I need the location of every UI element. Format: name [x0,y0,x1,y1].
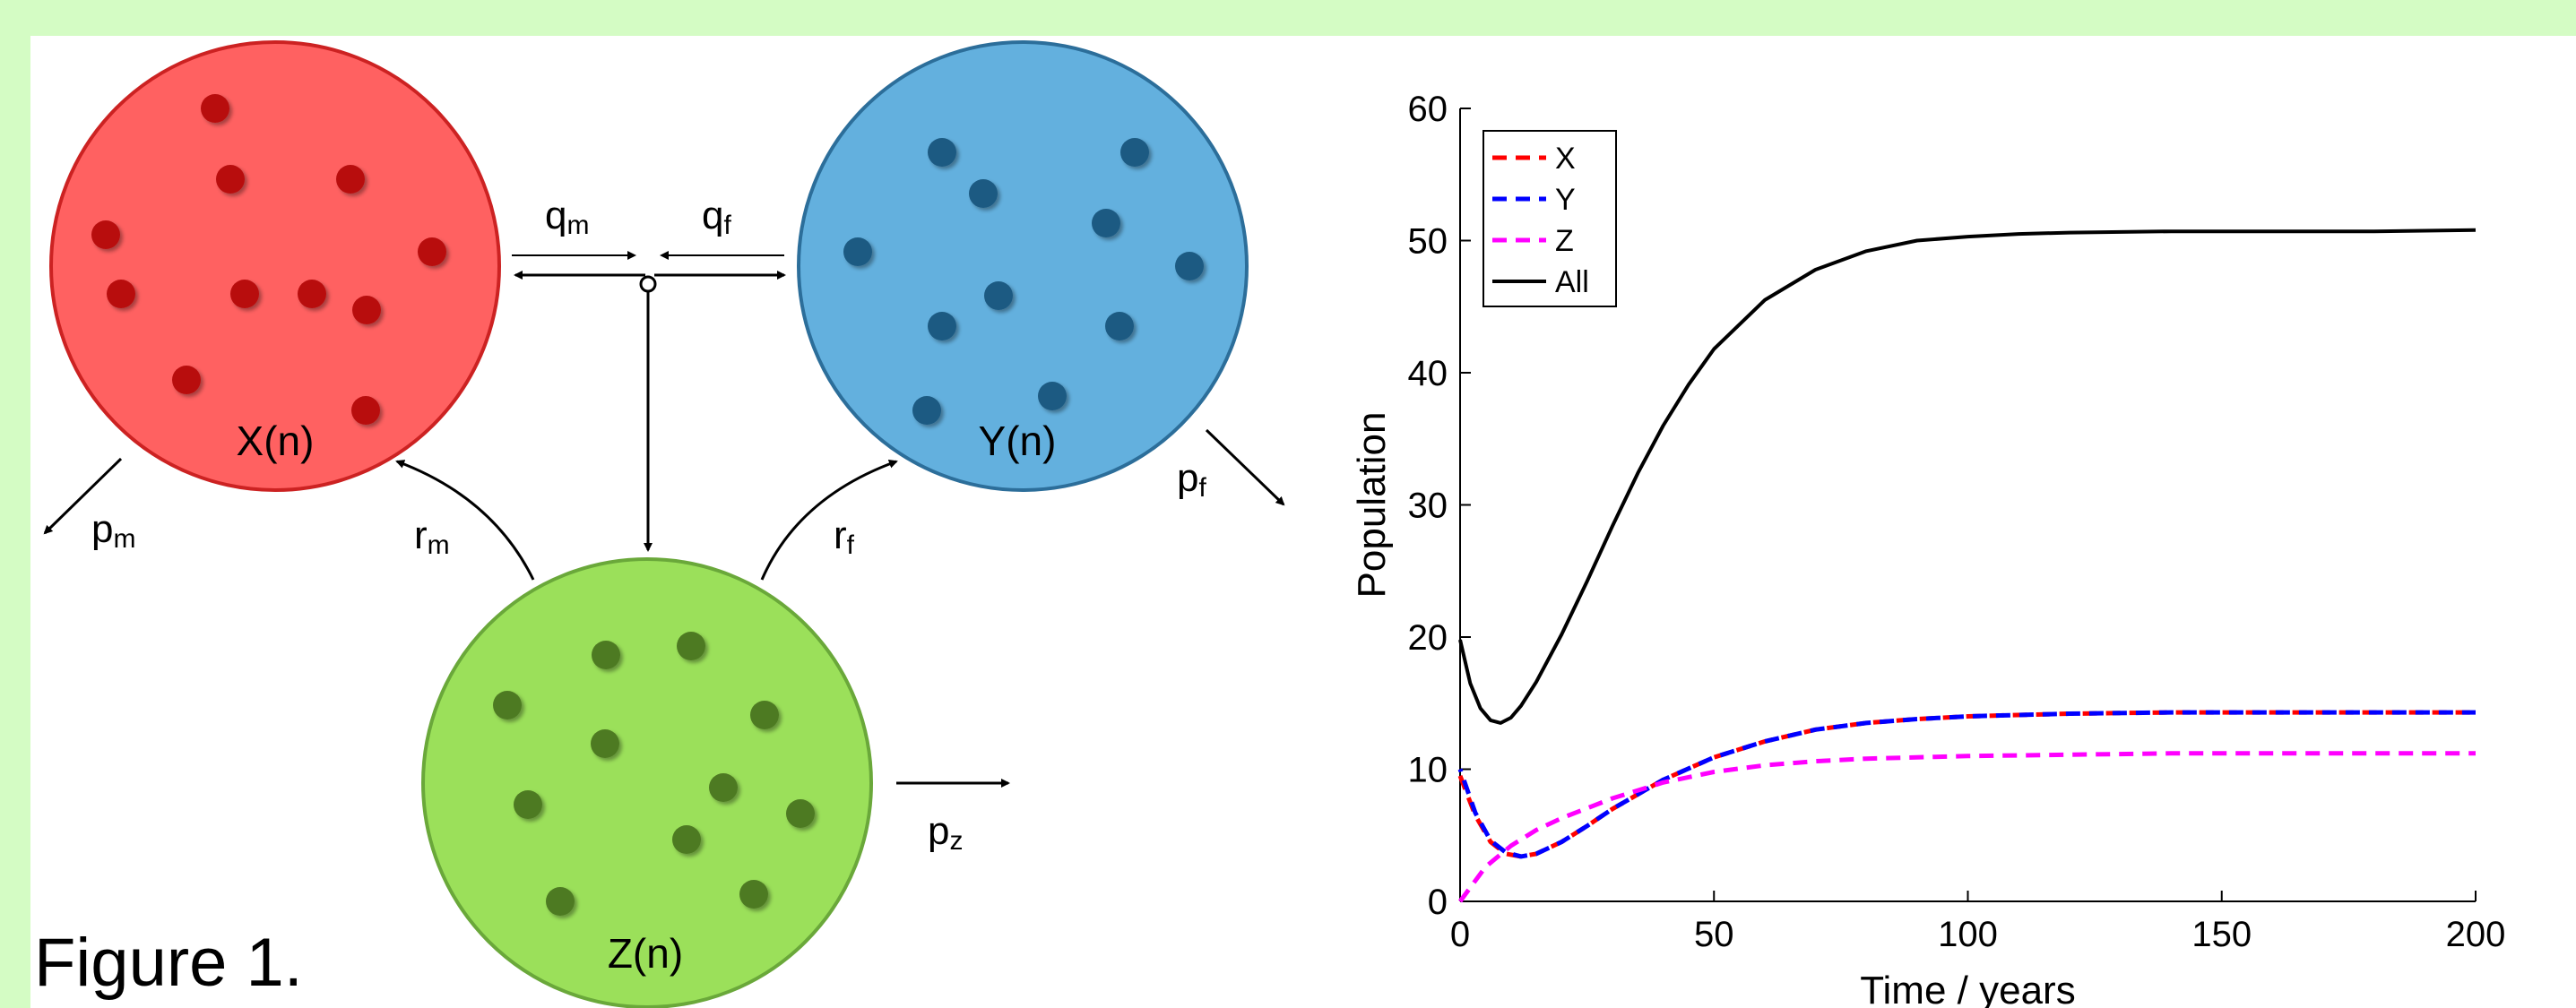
individual-dot [493,691,522,719]
legend-label-y: Y [1555,183,1576,217]
individual-dot [298,280,326,308]
y-tick-label: 40 [1408,354,1448,393]
migration-arrow [512,251,786,552]
junction-node [639,275,657,293]
individual-dot [1120,138,1149,167]
individual-dot [418,237,446,266]
rate-pz: pz [928,809,963,856]
series-line-all [1458,228,2477,725]
individual-dot [352,296,381,324]
x-tick-label: 100 [1938,915,1998,954]
individual-dot [546,887,575,916]
individual-dot [1092,209,1120,237]
individual-dot [928,138,956,167]
y-tick-label: 20 [1408,618,1448,658]
series-line-y [1457,710,2476,859]
individual-dot [984,281,1013,310]
individual-dot [672,825,701,854]
compartment-y: Y(n) [797,40,1249,492]
y-tick-label: 0 [1428,883,1448,922]
individual-dot [1175,252,1204,280]
rate-labels: qm qf rm rf pm pf pz [91,194,1206,856]
individual-dot [786,799,815,828]
individual-dot [107,280,135,308]
compartment-x-circle [49,40,501,492]
legend-label-all: All [1555,265,1589,299]
x-tick-label: 50 [1694,915,1734,954]
individual-dot [1105,312,1134,340]
x-tick-label: 0 [1450,915,1470,954]
arrow-z-to-x [395,460,535,581]
legend-label-x: X [1555,142,1576,176]
rate-rm: rm [414,513,450,560]
rate-pf: pf [1177,456,1206,503]
compartment-z-dots [493,632,815,916]
individual-dot [969,179,998,208]
loss-arrows [43,428,1285,788]
rate-pm: pm [91,507,135,554]
compartment-y-dots [843,138,1204,425]
series-line-x [1457,710,2476,859]
individual-dot [1038,382,1067,410]
individual-dot [230,280,259,308]
arrow-loss-x [43,457,123,535]
rate-qm: qm [545,194,589,240]
y-tick-label: 50 [1408,222,1448,262]
individual-dot [514,790,542,819]
x-tick-label: 200 [2446,915,2506,954]
compartment-z-label: Z(n) [608,930,683,977]
compartment-y-label: Y(n) [979,418,1057,464]
individual-dot [750,701,779,729]
individual-dot [591,729,619,758]
rate-qf: qf [702,194,731,240]
arrow-z-to-y [760,460,898,581]
arrow-loss-y [1205,428,1285,506]
rate-rf: rf [834,513,855,560]
compartment-x: X(n) [49,40,501,492]
individual-dot [739,880,768,909]
compartment-diagram: X(n) Y(n) Z(n) [43,40,1285,1008]
y-tick-label: 30 [1408,487,1448,526]
legend-label-z: Z [1555,224,1574,258]
figure-label: Figure 1. [34,925,303,1001]
series-line-z [1457,751,2476,903]
chart-series [1457,228,2477,903]
y-axis-label: Population [1350,412,1394,599]
individual-dot [216,165,245,194]
population-chart: 0 50 100 150 200 0 10 20 30 40 50 60 XYZ All Time / … [1350,90,2505,1008]
individual-dot [351,396,380,425]
individual-dot [172,366,201,394]
individual-dot [91,220,120,249]
individual-dot [843,237,872,266]
x-tick-label: 150 [2191,915,2252,954]
individual-dot [677,632,705,660]
compartment-z: Z(n) [421,557,873,1008]
individual-dot [912,396,941,425]
individual-dot [592,641,620,669]
compartment-x-dots [91,94,446,425]
compartment-x-label: X(n) [237,418,315,464]
y-tick-label: 10 [1408,751,1448,790]
individual-dot [201,94,229,123]
legend-box [1482,130,1617,307]
individual-dot [336,165,365,194]
x-axis-label: Time / years [1860,969,2075,1008]
recruitment-arrows [395,460,898,581]
individual-dot [709,773,738,802]
individual-dot [928,312,956,340]
chart-axes: 0 50 100 150 200 0 10 20 30 40 50 60 [1408,90,2506,954]
y-tick-label: 60 [1408,90,1448,129]
chart-legend: XYZ All [1482,130,1617,307]
